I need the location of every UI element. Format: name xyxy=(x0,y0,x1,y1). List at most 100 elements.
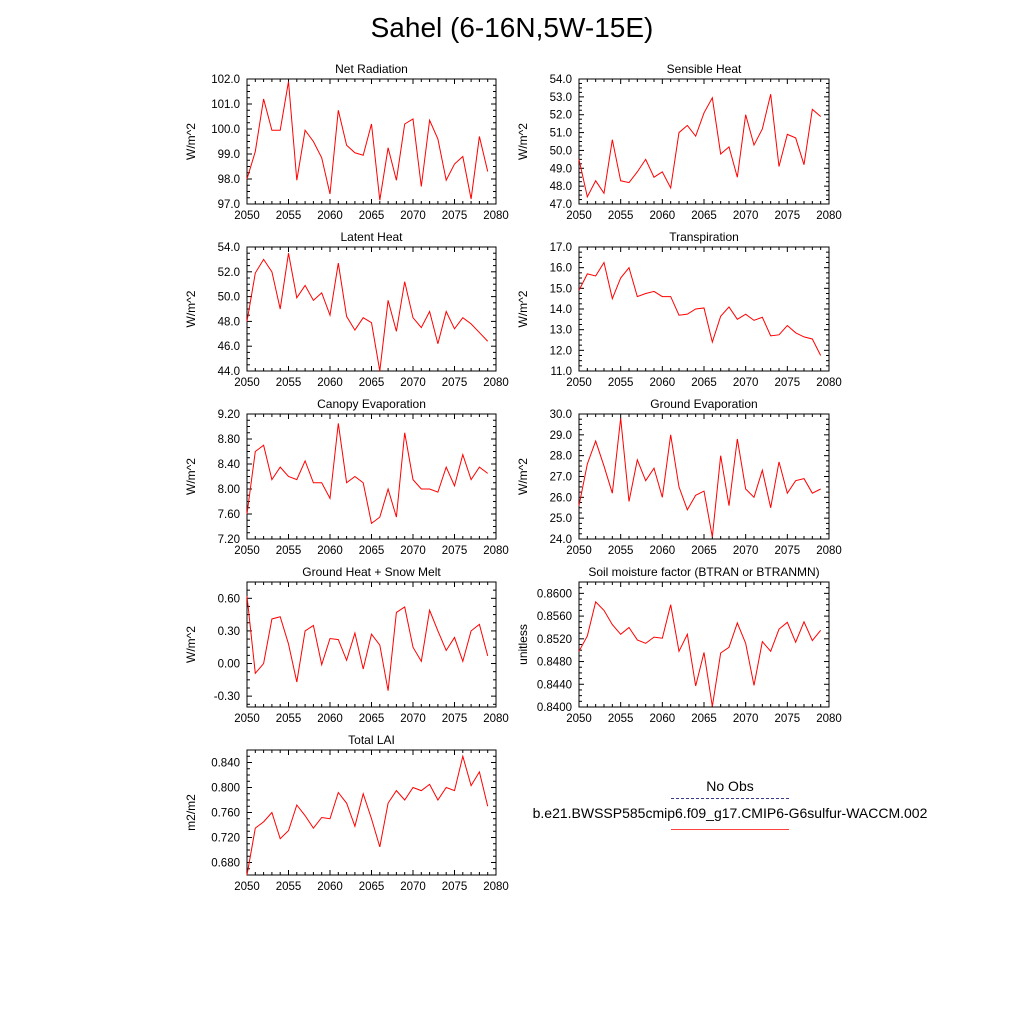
plot-frame xyxy=(246,581,497,708)
x-tick-label: 2070 xyxy=(400,377,426,389)
chart-panel-5: Canopy Evaporation W/m^2 2050 2055 2060 2065 2… xyxy=(184,397,509,557)
y-tick-label: 51.0 xyxy=(550,128,572,140)
y-tick-label: 48.0 xyxy=(218,316,240,328)
y-tick-label: 0.8560 xyxy=(537,611,572,623)
x-tick-label: 2055 xyxy=(608,545,634,557)
x-tick-label: 2080 xyxy=(816,210,842,222)
x-tick-label: 2050 xyxy=(234,713,260,725)
y-tick-label: 54.0 xyxy=(218,242,240,254)
x-tick-label: 2070 xyxy=(400,545,426,557)
plot-frame xyxy=(578,413,830,540)
x-tick-label: 2080 xyxy=(483,210,509,222)
y-tick-label: 30.0 xyxy=(550,409,572,421)
x-tick-label: 2065 xyxy=(691,545,717,557)
y-axis-label: W/m^2 xyxy=(516,290,530,327)
x-tick-label: 2065 xyxy=(691,377,717,389)
y-tick-label: 0.30 xyxy=(218,626,240,638)
x-tick-label: 2055 xyxy=(276,377,302,389)
x-tick-label: 2065 xyxy=(359,377,385,389)
x-tick-label: 2050 xyxy=(566,713,592,725)
y-tick-label: 52.0 xyxy=(218,267,240,279)
x-tick-label: 2075 xyxy=(442,713,468,725)
y-tick-label: 48.0 xyxy=(550,181,572,193)
x-tick-label: 2050 xyxy=(234,881,260,893)
x-tick-label: 2080 xyxy=(483,377,509,389)
x-tick-label: 2055 xyxy=(276,881,302,893)
chart-panel-4: Transpiration W/m^2 2050 2055 2060 2065 2070 20… xyxy=(516,230,842,389)
y-tick-label: 9.20 xyxy=(218,409,240,421)
x-tick-label: 2070 xyxy=(733,545,759,557)
chart-panel-8: Soil moisture factor (BTRAN or BTRANMN) u… xyxy=(516,565,842,725)
plot-frame xyxy=(246,78,497,205)
chart-title: Latent Heat xyxy=(340,230,403,244)
y-tick-label: 46.0 xyxy=(218,341,240,353)
y-tick-label: 0.800 xyxy=(211,783,240,795)
x-tick-label: 2055 xyxy=(276,210,302,222)
x-tick-label: 2075 xyxy=(442,377,468,389)
x-tick-label: 2050 xyxy=(234,377,260,389)
y-tick-label: 97.0 xyxy=(218,199,240,211)
chart-panel-6: Ground Evaporation W/m^2 2050 2055 2060 2065 2… xyxy=(516,397,842,557)
chart-title: Ground Evaporation xyxy=(650,397,757,411)
x-tick-label: 2060 xyxy=(650,377,676,389)
x-tick-label: 2050 xyxy=(566,210,592,222)
y-tick-label: 25.0 xyxy=(550,513,572,525)
y-tick-label: 50.0 xyxy=(218,292,240,304)
y-tick-label: 8.40 xyxy=(218,459,240,471)
y-tick-label: 0.8440 xyxy=(537,679,572,691)
x-tick-label: 2060 xyxy=(317,210,343,222)
x-tick-label: 2055 xyxy=(608,713,634,725)
x-tick-label: 2055 xyxy=(608,210,634,222)
y-tick-label: 0.00 xyxy=(218,659,240,671)
x-tick-label: 2050 xyxy=(234,545,260,557)
x-tick-label: 2055 xyxy=(276,545,302,557)
chart-title: Net Radiation xyxy=(335,62,408,76)
series-line xyxy=(246,423,489,525)
chart-title: Total LAI xyxy=(348,733,395,747)
x-tick-label: 2070 xyxy=(733,210,759,222)
y-axis-label: W/m^2 xyxy=(184,626,198,663)
x-tick-label: 2070 xyxy=(400,210,426,222)
x-tick-label: 2080 xyxy=(483,545,509,557)
x-tick-label: 2050 xyxy=(234,210,260,222)
x-tick-label: 2065 xyxy=(359,713,385,725)
y-tick-label: 52.0 xyxy=(550,110,572,122)
x-tick-label: 2070 xyxy=(733,377,759,389)
x-tick-label: 2060 xyxy=(317,713,343,725)
x-tick-label: 2075 xyxy=(442,881,468,893)
series-line xyxy=(578,261,822,356)
y-tick-label: 49.0 xyxy=(550,163,572,175)
x-tick-label: 2060 xyxy=(650,210,676,222)
x-tick-label: 2070 xyxy=(400,713,426,725)
y-tick-label: 14.0 xyxy=(550,304,572,316)
x-tick-label: 2060 xyxy=(317,881,343,893)
y-tick-label: 16.0 xyxy=(550,263,572,275)
x-tick-label: 2065 xyxy=(691,210,717,222)
y-tick-label: 50.0 xyxy=(550,145,572,157)
series-line xyxy=(246,81,489,201)
y-tick-label: 0.60 xyxy=(218,593,240,605)
chart-panel-2: Sensible Heat W/m^2 2050 2055 2060 2065 2070 20… xyxy=(516,62,842,222)
plot-frame xyxy=(246,749,497,876)
y-tick-label: 102.0 xyxy=(211,74,240,86)
x-tick-label: 2055 xyxy=(608,377,634,389)
y-tick-label: 8.00 xyxy=(218,484,240,496)
plot-frame xyxy=(246,246,497,372)
plot-frame xyxy=(578,581,830,708)
y-tick-label: 101.0 xyxy=(211,99,240,111)
y-axis-label: W/m^2 xyxy=(184,290,198,327)
x-tick-label: 2080 xyxy=(816,377,842,389)
y-tick-label: 26.0 xyxy=(550,492,572,504)
y-tick-label: 100.0 xyxy=(211,124,240,136)
y-tick-label: 11.0 xyxy=(550,366,572,378)
legend-case-line xyxy=(671,829,789,830)
page-title: Sahel (6-16N,5W-15E) xyxy=(370,12,654,43)
x-tick-label: 2080 xyxy=(816,545,842,557)
y-tick-label: 47.0 xyxy=(550,199,572,211)
series-line xyxy=(578,94,821,199)
chart-title: Soil moisture factor (BTRAN or BTRANMN) xyxy=(588,565,819,579)
chart-title: Transpiration xyxy=(669,230,739,244)
chart-panel-9: Total LAI m2/m2 2050 2055 2060 2065 2070 2075 20… xyxy=(184,733,509,893)
chart-panel-1: Net Radiation W/m^2 2050 2055 2060 2065 2070 20… xyxy=(184,62,509,222)
